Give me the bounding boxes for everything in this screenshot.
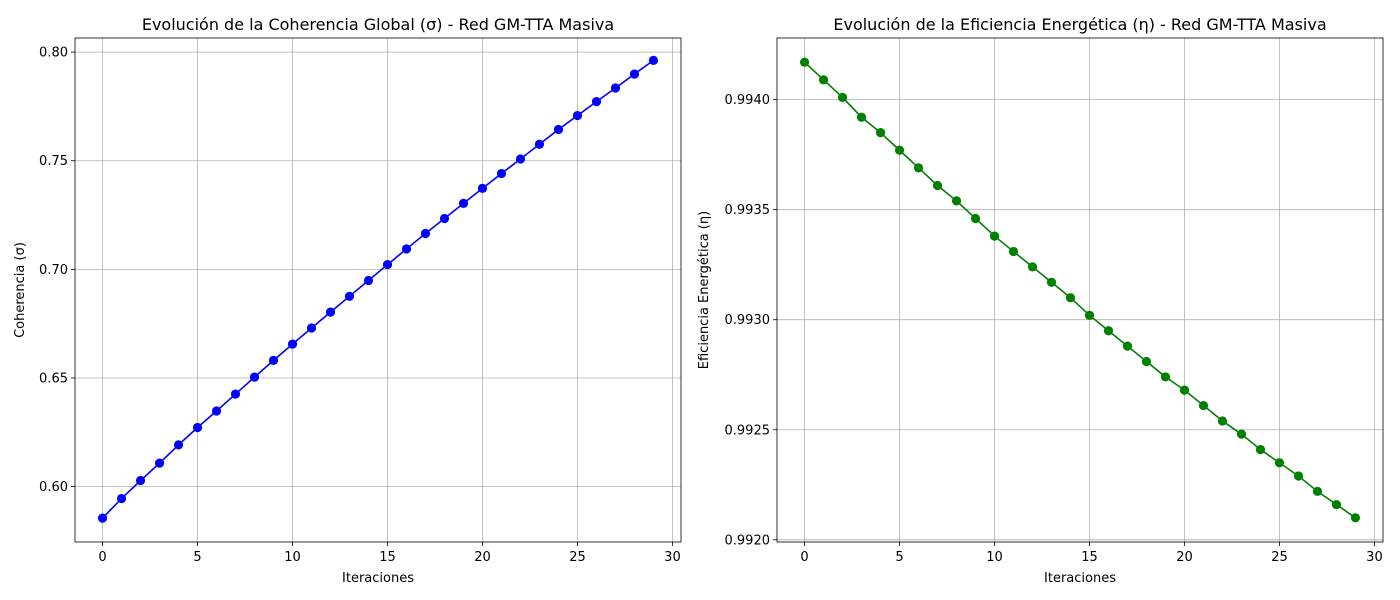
- data-point: [1274, 458, 1285, 468]
- data-point: [818, 75, 829, 85]
- series-line: [101, 59, 654, 519]
- x-tick-label: 25: [1271, 550, 1288, 565]
- data-point: [458, 198, 469, 208]
- data-point: [989, 231, 1000, 241]
- x-tick-label: 25: [569, 550, 586, 565]
- data-point: [648, 55, 659, 65]
- data-point: [913, 163, 924, 173]
- data-point: [287, 339, 298, 349]
- data-point: [230, 389, 241, 399]
- plot-frame: [74, 37, 682, 543]
- data-point: [1179, 385, 1190, 395]
- x-tick-label: 20: [474, 550, 491, 565]
- data-point: [1160, 372, 1171, 382]
- data-point: [1255, 444, 1266, 455]
- y-tick-label: 0.9920: [725, 533, 771, 548]
- data-point: [837, 92, 848, 103]
- data-point: [894, 145, 905, 155]
- data-point: [1103, 326, 1114, 336]
- data-point: [875, 128, 886, 138]
- data-point: [970, 213, 981, 224]
- x-tick-label: 5: [895, 550, 903, 565]
- chart-coherence: 0 5 10 15 20 25 30 0.60 0.65 0.70 0.75 0.80 Evolució…: [13, 15, 682, 586]
- x-tick-label: 10: [986, 550, 1003, 565]
- x-axis-label: Iteraciones: [342, 571, 414, 586]
- y-tick-label: 0.9940: [725, 93, 771, 108]
- x-tick-label: 15: [1081, 550, 1098, 565]
- data-point: [629, 69, 640, 79]
- data-point: [534, 139, 545, 149]
- y-axis-label: Eficiencia Energética (η): [697, 211, 712, 369]
- data-point: [1008, 246, 1019, 257]
- chart-title: Evolución de la Coherencia Global (σ) - …: [142, 15, 614, 34]
- y-tick-label: 0.9930: [725, 313, 771, 328]
- data-point: [515, 154, 526, 164]
- data-point: [173, 440, 184, 450]
- data-point: [1141, 356, 1152, 367]
- y-tick-label: 0.9925: [725, 423, 771, 438]
- y-tick-label: 0.65: [39, 371, 68, 386]
- data-point: [192, 422, 203, 433]
- chart-title: Evolución de la Eficiencia Energética (η…: [833, 15, 1326, 34]
- x-tick-label: 30: [1366, 550, 1383, 565]
- data-point: [1198, 400, 1209, 411]
- x-tick-label: 20: [1176, 550, 1193, 565]
- data-point: [116, 493, 127, 504]
- data-point: [1293, 471, 1304, 481]
- data-point: [1122, 341, 1133, 351]
- data-point: [1350, 513, 1361, 523]
- data-point: [401, 244, 412, 254]
- y-tick-label: 0.75: [39, 154, 68, 169]
- data-point: [591, 97, 602, 107]
- plot-frame: [776, 37, 1384, 543]
- x-axis-label: Iteraciones: [1044, 571, 1116, 586]
- data-point: [1331, 499, 1342, 510]
- data-point: [211, 406, 222, 416]
- data-point: [496, 168, 507, 179]
- data-point: [1046, 277, 1057, 287]
- y-axis-label: Coherencia (σ): [13, 242, 28, 338]
- data-point: [1084, 310, 1095, 320]
- series-line: [804, 61, 1356, 519]
- chart-efficiency: 0 5 10 15 20 25 30 0.9920 0.9925 0.9930 0.9935 0.99…: [697, 15, 1384, 586]
- x-tick-label: 15: [379, 550, 396, 565]
- data-point: [553, 124, 564, 135]
- data-point: [154, 458, 165, 468]
- x-tick-label: 0: [98, 550, 106, 565]
- data-point: [420, 228, 431, 239]
- data-point: [306, 323, 317, 333]
- data-point: [325, 307, 336, 317]
- data-point: [951, 196, 962, 206]
- data-point: [1312, 486, 1323, 496]
- data-point: [439, 213, 450, 224]
- x-tick-label: 5: [193, 550, 201, 565]
- data-point: [135, 475, 146, 486]
- data-point: [799, 57, 810, 67]
- y-tick-label: 0.9935: [725, 203, 771, 218]
- x-tick-label: 30: [664, 550, 681, 565]
- data-point: [856, 112, 867, 122]
- data-point: [268, 355, 279, 365]
- data-point: [572, 110, 583, 121]
- y-tick-label: 0.60: [39, 480, 68, 495]
- data-point: [363, 275, 374, 286]
- data-point: [382, 259, 393, 270]
- data-point: [477, 183, 488, 193]
- data-point: [1027, 262, 1038, 272]
- data-point: [97, 513, 108, 523]
- data-point: [610, 83, 621, 93]
- data-point: [932, 180, 943, 191]
- x-tick-label: 10: [284, 550, 301, 565]
- x-tick-label: 0: [800, 550, 808, 565]
- data-point: [249, 372, 260, 382]
- data-point: [344, 291, 355, 301]
- y-tick-label: 0.80: [39, 46, 68, 61]
- y-tick-label: 0.70: [39, 263, 68, 278]
- data-point: [1217, 416, 1228, 426]
- data-point: [1236, 429, 1247, 439]
- data-point: [1065, 293, 1076, 303]
